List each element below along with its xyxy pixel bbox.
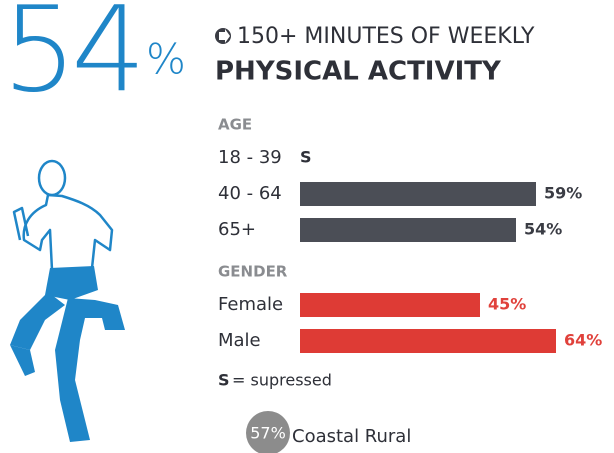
runner [12, 159, 114, 272]
comparison-value: 57% [250, 424, 286, 443]
value-label: 45% [488, 295, 526, 314]
stat-number: 54 [2, 0, 140, 118]
stat-unit: % [146, 35, 186, 84]
chart-subtitle: PHYSICAL ACTIVITY [215, 57, 502, 87]
chart-title: 150+ MINUTES OF WEEKLY [237, 24, 535, 49]
category-label: 65+ [218, 219, 256, 240]
value-label: 54% [524, 220, 562, 239]
comparison-circle [246, 411, 290, 453]
bar [300, 293, 480, 317]
group-header: AGE [218, 116, 252, 134]
value-label: 59% [544, 184, 582, 203]
category-label: Male [218, 330, 261, 351]
note-symbol: S [218, 371, 230, 390]
value-label: S [300, 148, 312, 167]
value-label: 64% [564, 331, 602, 350]
runner-legs [10, 266, 125, 442]
category-label: Female [218, 294, 283, 315]
bar [300, 182, 536, 206]
arrow-icon [215, 28, 231, 44]
note-text: = supressed [232, 371, 332, 390]
bar [300, 329, 556, 353]
category-label: 18 - 39 [218, 147, 282, 168]
comparison-label: Coastal Rural [292, 426, 411, 447]
category-label: 40 - 64 [218, 183, 282, 204]
bar [300, 218, 516, 242]
group-header: GENDER [218, 263, 288, 281]
